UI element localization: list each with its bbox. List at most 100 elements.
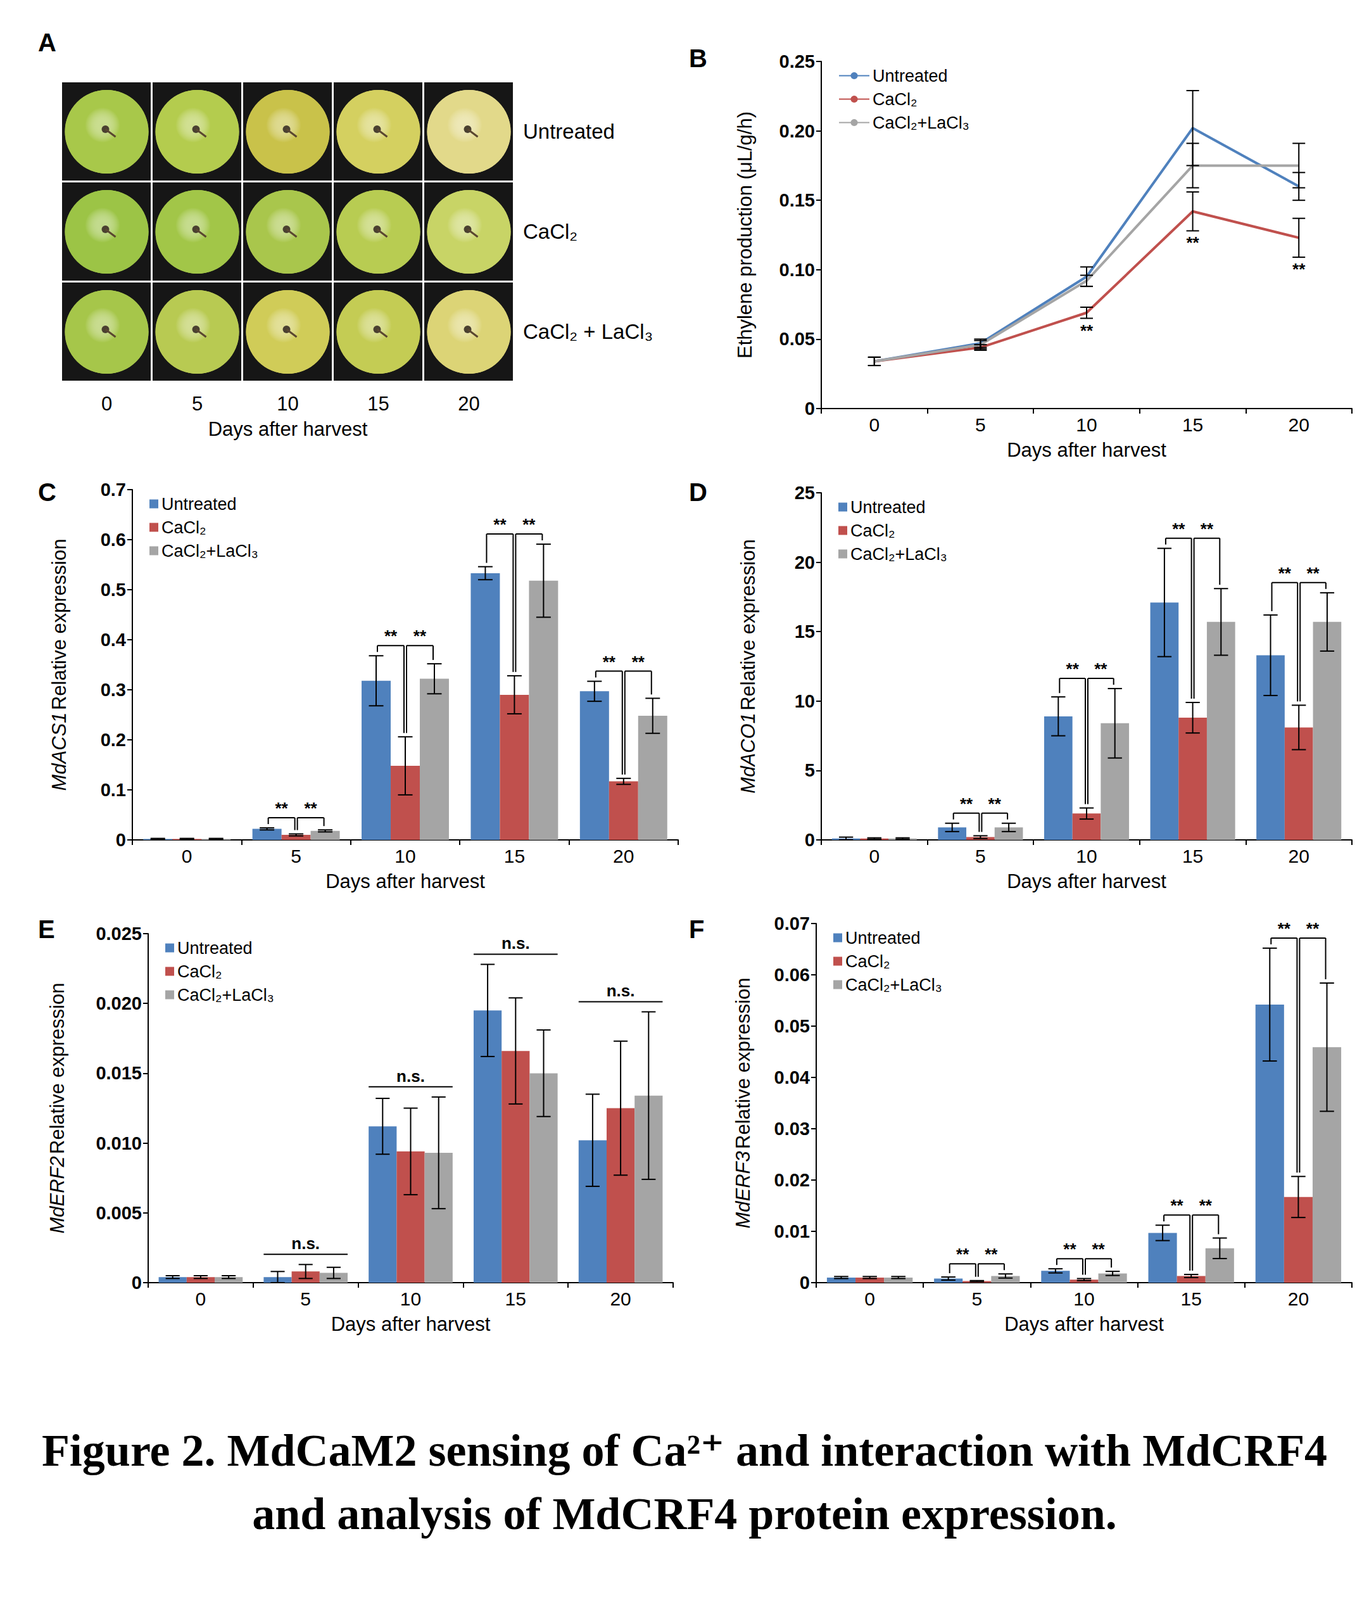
svg-text:0.02: 0.02 — [774, 1169, 810, 1190]
svg-text:0: 0 — [799, 1272, 810, 1293]
svg-text:CaCl₂+LaCl₃: CaCl₂+LaCl₃ — [845, 975, 943, 995]
svg-text:CaCl₂: CaCl₂ — [161, 517, 207, 537]
svg-text:Days after harvest: Days after harvest — [1004, 1312, 1164, 1335]
svg-text:MdACO1: MdACO1 — [737, 712, 760, 793]
svg-text:5: 5 — [300, 1287, 311, 1309]
svg-text:20: 20 — [1288, 414, 1310, 436]
svg-text:0.3: 0.3 — [100, 679, 127, 700]
svg-text:**: ** — [1091, 1239, 1105, 1259]
svg-text:**: ** — [984, 1244, 998, 1264]
svg-text:Relative expression: Relative expression — [737, 538, 760, 711]
svg-text:0.04: 0.04 — [774, 1066, 810, 1088]
svg-text:5: 5 — [191, 392, 203, 415]
svg-text:15: 15 — [1180, 1287, 1202, 1309]
svg-text:5: 5 — [975, 845, 986, 867]
svg-text:0.025: 0.025 — [95, 923, 142, 944]
svg-text:5: 5 — [975, 414, 986, 436]
svg-text:Untreated: Untreated — [177, 938, 253, 958]
svg-text:20: 20 — [794, 552, 815, 573]
svg-text:0: 0 — [864, 1287, 876, 1309]
svg-text:**: ** — [384, 626, 398, 646]
svg-text:**: ** — [303, 798, 318, 818]
svg-text:10: 10 — [400, 1287, 422, 1309]
svg-text:Untreated: Untreated — [523, 119, 615, 144]
svg-text:20: 20 — [609, 1287, 631, 1309]
svg-text:0: 0 — [868, 414, 880, 436]
svg-text:**: ** — [959, 794, 974, 814]
svg-text:0: 0 — [101, 392, 113, 415]
svg-text:**: ** — [631, 652, 646, 672]
svg-text:Days after harvest: Days after harvest — [1006, 870, 1167, 893]
svg-text:0: 0 — [868, 845, 880, 867]
svg-text:**: ** — [274, 798, 289, 818]
svg-text:Untreated: Untreated — [845, 928, 921, 948]
svg-text:0.25: 0.25 — [779, 51, 815, 72]
svg-text:0.015: 0.015 — [95, 1062, 142, 1083]
svg-text:n.s.: n.s. — [291, 1233, 320, 1253]
svg-text:**: ** — [1170, 1195, 1185, 1215]
svg-text:**: ** — [1277, 918, 1292, 938]
svg-text:10: 10 — [1075, 414, 1097, 436]
svg-text:**: ** — [956, 1244, 970, 1264]
svg-text:**: ** — [1080, 321, 1094, 341]
svg-text:10: 10 — [794, 690, 815, 712]
svg-text:0: 0 — [804, 398, 815, 419]
svg-text:10: 10 — [276, 392, 299, 415]
svg-text:0.010: 0.010 — [95, 1132, 142, 1154]
svg-text:**: ** — [1278, 563, 1292, 583]
svg-text:CaCl₂+LaCl₃: CaCl₂+LaCl₃ — [850, 544, 948, 564]
svg-text:0.7: 0.7 — [100, 479, 127, 500]
svg-text:CaCl₂: CaCl₂ — [523, 219, 578, 244]
svg-text:**: ** — [988, 794, 1002, 814]
svg-text:15: 15 — [1182, 414, 1204, 436]
svg-text:15: 15 — [504, 845, 525, 867]
svg-text:0.005: 0.005 — [95, 1202, 142, 1223]
svg-text:10: 10 — [1075, 845, 1097, 867]
svg-text:n.s.: n.s. — [606, 980, 636, 1000]
svg-text:Relative expression: Relative expression — [731, 977, 755, 1149]
svg-text:0: 0 — [195, 1287, 207, 1309]
svg-text:Untreated: Untreated — [850, 497, 926, 517]
svg-text:MdACS1: MdACS1 — [48, 711, 71, 791]
svg-text:**: ** — [1292, 259, 1306, 279]
svg-text:0.2: 0.2 — [100, 729, 127, 750]
svg-text:CaCl₂: CaCl₂ — [872, 89, 918, 109]
svg-text:20: 20 — [457, 392, 480, 415]
svg-text:CaCl₂+LaCl₃: CaCl₂+LaCl₃ — [161, 541, 259, 561]
svg-text:0.20: 0.20 — [779, 120, 815, 142]
svg-text:n.s.: n.s. — [396, 1066, 425, 1086]
svg-text:CaCl₂: CaCl₂ — [177, 961, 223, 981]
svg-text:CaCl₂: CaCl₂ — [850, 521, 896, 541]
svg-text:n.s.: n.s. — [501, 933, 530, 953]
svg-text:0: 0 — [804, 829, 815, 850]
svg-text:10: 10 — [1073, 1287, 1095, 1309]
svg-text:0: 0 — [115, 829, 127, 850]
svg-text:15: 15 — [367, 392, 389, 415]
svg-text:**: ** — [1094, 659, 1108, 679]
svg-text:20: 20 — [1288, 845, 1310, 867]
svg-text:CaCl₂+LaCl₃: CaCl₂+LaCl₃ — [872, 113, 970, 133]
svg-text:0.4: 0.4 — [100, 629, 127, 650]
svg-text:MdERF2: MdERF2 — [46, 1155, 69, 1233]
svg-text:0.01: 0.01 — [774, 1220, 810, 1242]
svg-text:**: ** — [493, 514, 507, 534]
svg-text:15: 15 — [1182, 845, 1204, 867]
svg-text:20: 20 — [1287, 1287, 1309, 1309]
svg-text:0.15: 0.15 — [779, 189, 815, 211]
svg-text:Untreated: Untreated — [161, 494, 237, 514]
svg-text:**: ** — [1306, 563, 1320, 583]
svg-text:Relative expression: Relative expression — [48, 538, 71, 711]
svg-text:**: ** — [522, 514, 536, 534]
svg-text:Ethylene production (μL/g/h): Ethylene production (μL/g/h) — [733, 111, 757, 359]
svg-text:5: 5 — [971, 1287, 983, 1309]
svg-text:**: ** — [1066, 659, 1080, 679]
svg-text:25: 25 — [794, 482, 815, 503]
svg-text:0.07: 0.07 — [774, 913, 810, 934]
svg-text:Days after harvest: Days after harvest — [331, 1312, 491, 1335]
svg-text:0.1: 0.1 — [100, 779, 127, 800]
svg-text:0.05: 0.05 — [779, 328, 815, 349]
svg-text:**: ** — [1306, 918, 1320, 938]
svg-text:10: 10 — [394, 845, 416, 867]
svg-text:Days after harvest: Days after harvest — [1006, 438, 1167, 461]
svg-text:Days after harvest: Days after harvest — [325, 870, 486, 893]
